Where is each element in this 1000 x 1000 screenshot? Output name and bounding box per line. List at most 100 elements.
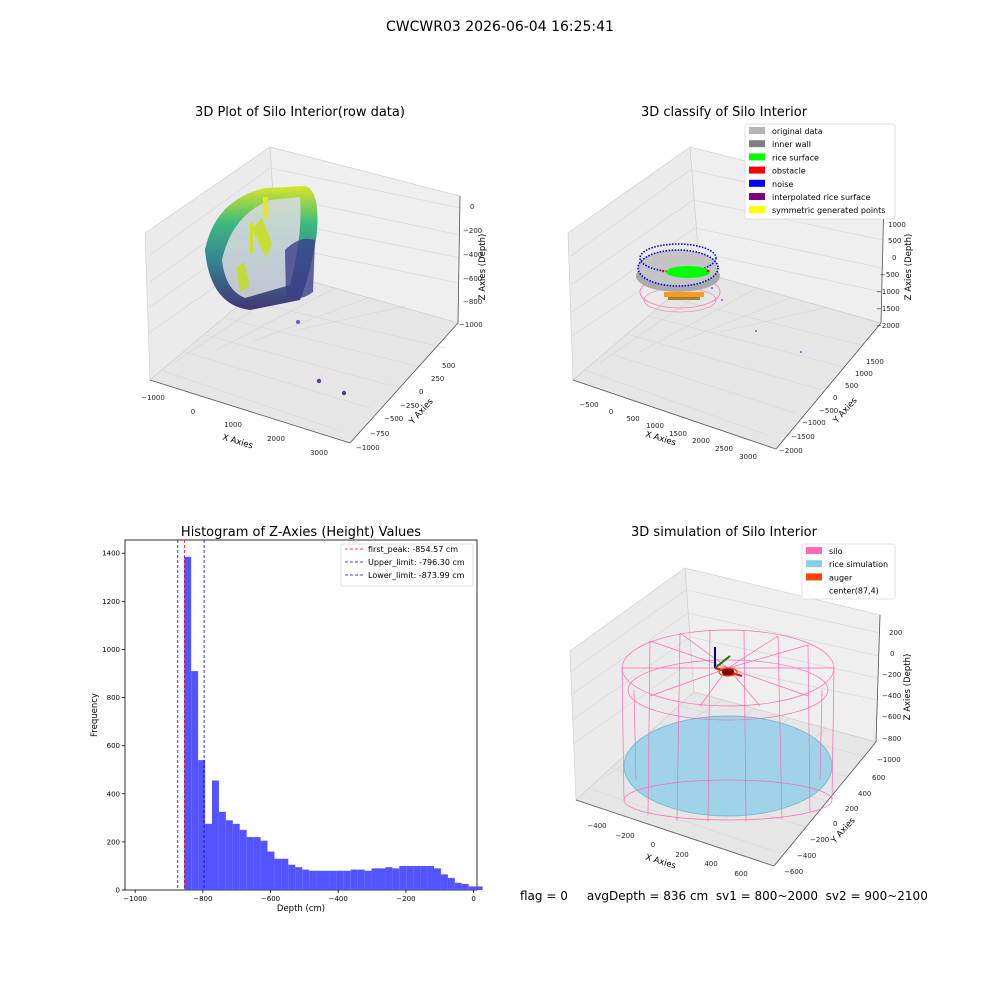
panel-simulation-auger xyxy=(714,647,743,677)
histogram-bar xyxy=(274,858,282,890)
panel-classify-xtick: 0 xyxy=(609,408,613,416)
panel-raw-ytick: −250 xyxy=(400,402,419,410)
panel-classify-ytick: 1500 xyxy=(866,358,884,366)
histogram-bar xyxy=(385,867,393,890)
panel-classify-xtick: 3000 xyxy=(739,453,757,461)
panel-simulation-ytick: −600 xyxy=(784,868,803,876)
panel-classify-title: 3D classify of Silo Interior xyxy=(641,105,808,120)
legend-label: inner wall xyxy=(772,140,811,149)
panel-simulation-xlabel: X Axies xyxy=(644,853,677,872)
histogram-xlabel: Depth (cm) xyxy=(277,904,325,914)
panel-simulation-xtick: 400 xyxy=(704,860,717,868)
panel-raw-ztick: −400 xyxy=(463,251,482,259)
histogram-ytick-label: 400 xyxy=(107,790,120,798)
histogram-bar xyxy=(413,865,421,890)
histogram-bar xyxy=(246,837,254,890)
panel-classify-xtick: 2500 xyxy=(715,445,733,453)
histogram-bar xyxy=(260,840,268,890)
histogram-bar xyxy=(378,868,386,890)
histogram-xtick-label: −400 xyxy=(329,895,348,903)
histogram-bar xyxy=(371,868,379,890)
legend-swatch xyxy=(749,127,765,134)
panel-raw-point-cloud xyxy=(205,186,347,396)
legend-swatch xyxy=(806,547,822,554)
histogram-bar xyxy=(454,882,462,890)
legend-swatch xyxy=(806,573,822,581)
legend-label: obstacle xyxy=(772,167,806,176)
histogram-bar xyxy=(406,865,414,890)
panel-simulation-ztick: −200 xyxy=(882,671,901,679)
panel-simulation-ztick: −1000 xyxy=(877,756,901,764)
histogram-bar xyxy=(316,870,323,890)
panel-raw-ticks: −1000 0 1000 2000 3000 500 250 0 −250 −5… xyxy=(141,203,483,457)
histogram-legend-label: first_peak: -854.57 cm xyxy=(368,545,458,554)
legend-label: rice simulation xyxy=(829,560,888,569)
histogram-bar xyxy=(357,869,365,890)
footer-status: flag = 0 avgDepth = 836 cm sv1 = 800~200… xyxy=(520,889,928,903)
panel-raw-ztick: −200 xyxy=(463,227,482,235)
legend-swatch xyxy=(749,206,765,214)
histogram-bar xyxy=(475,886,483,890)
panel-raw-ytick: 500 xyxy=(442,362,455,370)
panel-raw-ytick: 0 xyxy=(419,388,423,396)
panel-simulation-xtick: −200 xyxy=(615,832,634,840)
histogram-bar xyxy=(225,820,233,890)
histogram-vlines xyxy=(177,540,205,890)
panel-raw-ztick: −600 xyxy=(463,275,482,283)
histogram-bar xyxy=(288,864,296,890)
panel-classify-axes-box xyxy=(567,146,885,450)
legend-swatch xyxy=(749,140,765,148)
histogram-bar xyxy=(420,865,428,890)
histogram-bars xyxy=(184,556,483,890)
panel-raw-ztick: −1000 xyxy=(459,321,483,329)
histogram-ytick-label: 1400 xyxy=(102,550,120,558)
panel-classify-ztick: −1000 xyxy=(876,288,900,296)
histogram-bar xyxy=(392,868,400,890)
histogram-bar xyxy=(309,870,317,890)
panel-simulation-xtick: 200 xyxy=(675,851,688,859)
legend-label: center(87,4) xyxy=(829,587,879,596)
panel-raw-xtick: 0 xyxy=(191,408,195,416)
panel-classify-ytick: −2000 xyxy=(779,447,803,455)
panel-classify-legend: original data inner wall rice surface obsta… xyxy=(744,123,896,220)
histogram-bar xyxy=(232,823,240,890)
panel-classify: 3D classify of Silo Interior xyxy=(567,105,914,461)
histogram-bar xyxy=(281,858,289,890)
histogram-ytick-label: 0 xyxy=(116,887,120,895)
legend-swatch xyxy=(806,560,822,568)
histogram-xticks: −1000 −800 −600 −400 −200 0 xyxy=(123,890,476,903)
histogram-legend: first_peak: -854.57 cm Upper_limit: -796.… xyxy=(340,543,474,587)
histogram-bar xyxy=(427,865,435,890)
histogram-bar xyxy=(198,760,206,890)
panel-raw-xlabel: X Axies xyxy=(221,433,254,452)
panel-raw-data: 3D Plot of Silo Interior(row data) xyxy=(141,105,488,457)
histogram-legend-label: Upper_limit: -796.30 cm xyxy=(368,558,465,567)
panel-classify-ytick: −500 xyxy=(819,407,838,415)
panel-simulation-ztick: −800 xyxy=(882,735,901,743)
histogram-bar xyxy=(364,870,372,890)
panel-raw-ytick: −1000 xyxy=(356,444,380,452)
panel-classify-xtick: 1500 xyxy=(669,430,687,438)
panel-simulation-ytick: 200 xyxy=(845,805,858,813)
figure-suptitle: CWCWR03 2026-06-04 16:25:41 xyxy=(386,19,614,35)
panel-histogram: Histogram of Z-Axies (Height) Values −10… xyxy=(90,525,483,914)
histogram-bar xyxy=(267,851,275,890)
histogram-bar xyxy=(434,868,441,890)
panel-simulation-ytick: 0 xyxy=(833,820,837,828)
histogram-xtick-label: −600 xyxy=(261,895,280,903)
panel-classify-ztick: 500 xyxy=(888,237,901,245)
histogram-bar xyxy=(447,877,455,890)
histogram-xtick-label: −200 xyxy=(396,895,415,903)
legend-swatch xyxy=(749,166,765,174)
panel-simulation-silo xyxy=(621,629,835,823)
legend-label: silo xyxy=(829,547,843,556)
histogram-bar xyxy=(295,867,303,890)
panel-classify-ztick: 1000 xyxy=(888,221,906,229)
panel-classify-ytick: 500 xyxy=(845,382,858,390)
histogram-bar xyxy=(191,671,199,890)
histogram-ytick-label: 1000 xyxy=(102,646,120,654)
panel-classify-point-cloud xyxy=(636,243,802,353)
panel-simulation-ztick: 200 xyxy=(889,629,902,637)
panel-classify-ytick: −1000 xyxy=(802,419,826,427)
panel-classify-ytick: 0 xyxy=(833,394,837,402)
